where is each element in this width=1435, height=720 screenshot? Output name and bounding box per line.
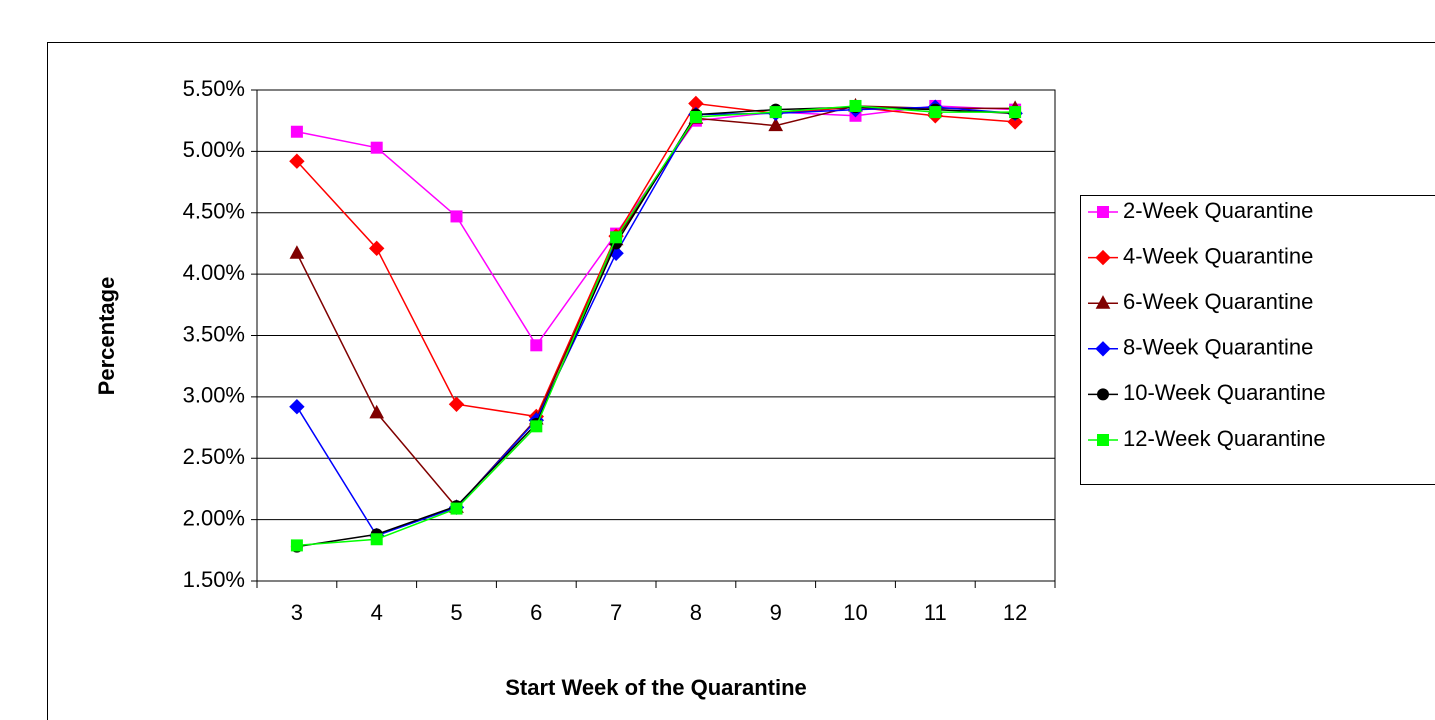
marker — [289, 398, 305, 415]
y-tick-label: 3.50% — [183, 321, 245, 346]
marker — [369, 404, 385, 419]
legend-box — [1080, 195, 1435, 485]
y-tick-label: 2.50% — [183, 444, 245, 469]
marker — [450, 210, 463, 223]
marker — [290, 125, 303, 138]
marker — [290, 539, 303, 552]
legend-label: 10-Week Quarantine — [1123, 380, 1326, 405]
marker — [768, 117, 784, 132]
legend-label: 12-Week Quarantine — [1123, 426, 1326, 451]
x-axis-title: Start Week of the Quarantine — [505, 675, 807, 700]
x-tick-label: 9 — [770, 600, 782, 625]
x-tick-label: 7 — [610, 600, 622, 625]
marker — [929, 106, 942, 119]
x-tick-label: 5 — [450, 600, 462, 625]
marker — [849, 99, 862, 112]
marker — [370, 141, 383, 154]
marker — [610, 231, 623, 244]
x-tick-label: 10 — [843, 600, 867, 625]
y-tick-label: 5.00% — [183, 137, 245, 162]
legend-label: 4-Week Quarantine — [1123, 243, 1313, 268]
marker — [289, 245, 305, 259]
legend-marker — [1095, 295, 1111, 309]
legend-marker — [1095, 341, 1111, 357]
y-tick-label: 1.50% — [183, 567, 245, 592]
legend-marker — [1097, 388, 1109, 401]
legend-label: 8-Week Quarantine — [1123, 335, 1313, 360]
marker — [530, 420, 543, 433]
legend-label: 2-Week Quarantine — [1123, 198, 1313, 223]
marker — [368, 240, 385, 257]
x-tick-label: 8 — [690, 600, 702, 625]
series-line — [296, 102, 1016, 418]
marker — [450, 502, 463, 515]
y-tick-label: 3.00% — [183, 383, 245, 408]
marker — [289, 153, 305, 169]
marker — [448, 396, 465, 412]
x-tick-label: 3 — [291, 600, 303, 625]
legend-marker — [1097, 434, 1109, 446]
y-tick-label: 2.00% — [183, 505, 245, 530]
legend-label: 6-Week Quarantine — [1123, 289, 1313, 314]
x-tick-label: 4 — [371, 600, 383, 625]
marker — [530, 339, 543, 352]
legend-marker — [1097, 206, 1109, 218]
marker — [769, 106, 782, 119]
marker — [1007, 114, 1023, 130]
marker — [1009, 106, 1022, 119]
y-tick-label: 4.00% — [183, 260, 245, 285]
marker — [689, 111, 702, 124]
y-tick-label: 4.50% — [183, 199, 245, 224]
x-tick-label: 11 — [924, 600, 947, 625]
y-tick-label: 5.50% — [183, 76, 245, 101]
y-axis-title: Percentage — [94, 277, 119, 396]
marker — [370, 533, 383, 546]
series-line — [296, 105, 1016, 547]
legend-marker — [1095, 249, 1111, 266]
x-tick-label: 6 — [530, 600, 542, 625]
x-tick-label: 12 — [1003, 600, 1027, 625]
